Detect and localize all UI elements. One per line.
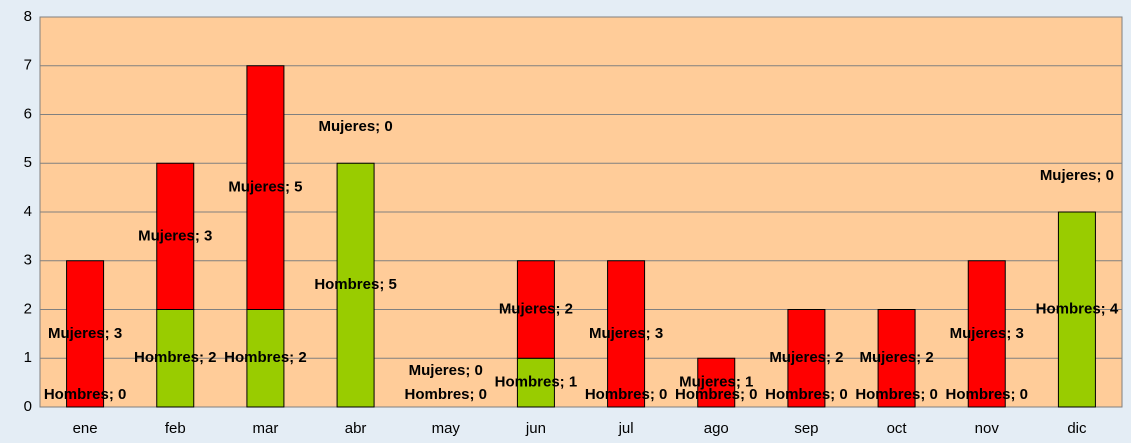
data-label: Hombres; 5 bbox=[314, 276, 397, 293]
data-label: Hombres; 2 bbox=[134, 349, 217, 366]
x-tick-label: may bbox=[432, 420, 461, 437]
data-label: Hombres; 2 bbox=[224, 349, 307, 366]
y-tick-label: 3 bbox=[24, 252, 32, 269]
x-tick-label: jun bbox=[525, 420, 546, 437]
data-label: Hombres; 0 bbox=[675, 386, 758, 403]
bar-segment bbox=[787, 309, 826, 408]
x-tick-label: feb bbox=[165, 420, 186, 437]
y-tick-label: 0 bbox=[24, 398, 32, 415]
data-label: Mujeres; 2 bbox=[499, 300, 573, 317]
bar-segment bbox=[156, 162, 195, 310]
bar-segment bbox=[877, 309, 916, 408]
x-tick-label: ene bbox=[73, 420, 98, 437]
x-tick-label: abr bbox=[345, 420, 367, 437]
data-label: Hombres; 0 bbox=[765, 386, 848, 403]
x-tick-label: oct bbox=[887, 420, 908, 437]
y-tick-label: 8 bbox=[24, 8, 32, 25]
data-label: Mujeres; 0 bbox=[409, 362, 483, 379]
data-label: Hombres; 0 bbox=[585, 386, 668, 403]
bar-segment bbox=[697, 357, 736, 408]
data-label: Mujeres; 3 bbox=[589, 325, 663, 342]
data-label: Hombres; 0 bbox=[404, 386, 487, 403]
data-label: Hombres; 0 bbox=[855, 386, 938, 403]
bar-segment bbox=[246, 65, 285, 310]
data-label: Mujeres; 3 bbox=[138, 227, 212, 244]
data-label: Mujeres; 2 bbox=[859, 349, 933, 366]
data-label: Hombres; 1 bbox=[495, 374, 578, 391]
y-tick-label: 6 bbox=[24, 105, 32, 122]
data-label: Mujeres; 5 bbox=[228, 179, 302, 196]
bar-segment bbox=[516, 260, 555, 359]
x-tick-label: nov bbox=[975, 420, 1000, 437]
data-label: Mujeres; 1 bbox=[679, 374, 753, 391]
bar-segment bbox=[607, 260, 646, 408]
data-label: Hombres; 4 bbox=[1036, 300, 1119, 317]
x-tick-label: ago bbox=[704, 420, 729, 437]
x-tick-label: dic bbox=[1067, 420, 1087, 437]
x-tick-label: mar bbox=[252, 420, 278, 437]
y-tick-label: 2 bbox=[24, 300, 32, 317]
data-label: Mujeres; 3 bbox=[48, 325, 122, 342]
x-tick-label: jul bbox=[618, 420, 634, 437]
bar-segment bbox=[967, 260, 1006, 408]
data-label: Mujeres; 0 bbox=[1040, 167, 1114, 184]
data-label: Hombres; 0 bbox=[44, 386, 127, 403]
y-tick-label: 5 bbox=[24, 154, 32, 171]
data-label: Hombres; 0 bbox=[945, 386, 1028, 403]
data-label: Mujeres; 0 bbox=[318, 118, 392, 135]
y-tick-label: 4 bbox=[24, 203, 32, 220]
bar-segment bbox=[516, 357, 555, 408]
bar-segment bbox=[336, 162, 375, 408]
data-label: Mujeres; 2 bbox=[769, 349, 843, 366]
y-tick-label: 1 bbox=[24, 349, 32, 366]
x-tick-label: sep bbox=[794, 420, 818, 437]
bar-segment bbox=[246, 309, 285, 408]
bar-segment bbox=[66, 260, 105, 408]
data-label: Mujeres; 3 bbox=[950, 325, 1024, 342]
bar-segment bbox=[1057, 211, 1096, 408]
y-tick-label: 7 bbox=[24, 57, 32, 74]
